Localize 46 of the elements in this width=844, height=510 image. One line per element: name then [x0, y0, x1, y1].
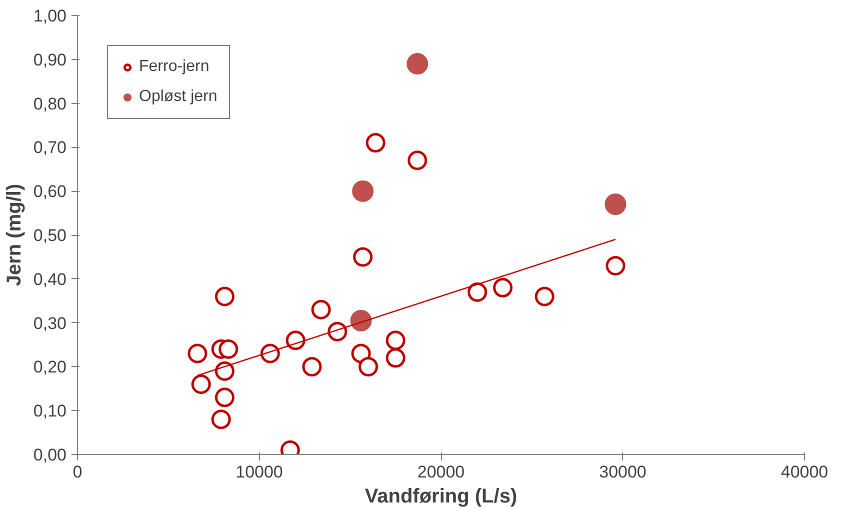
y-tick-label: 0,60	[33, 182, 67, 202]
point	[218, 339, 238, 359]
point	[604, 194, 626, 215]
point	[350, 310, 372, 332]
point	[406, 53, 428, 75]
point	[211, 410, 231, 430]
x-tick-label: 10000	[236, 462, 283, 482]
point	[352, 180, 374, 202]
point	[214, 361, 234, 381]
y-tick-label: 0,00	[33, 446, 67, 464]
point	[358, 356, 378, 376]
point	[302, 356, 322, 376]
point	[386, 348, 406, 368]
y-tick-label: 0,20	[33, 358, 67, 377]
x-tick-label: 30000	[599, 462, 646, 482]
y-tick-label: 0,30	[33, 314, 67, 333]
x-tick-label: 20000	[417, 462, 465, 482]
y-tick-label: 0,80	[33, 94, 67, 114]
point	[606, 256, 626, 276]
y-tick-label: 0,40	[33, 270, 67, 289]
point	[188, 344, 208, 364]
point	[328, 322, 348, 342]
point	[366, 133, 386, 153]
x-axis-title: Vandføring (L/s)	[364, 486, 518, 508]
y-axis-title: Jern (mg/l)	[3, 184, 26, 286]
y-tick-label: 0,10	[33, 402, 67, 421]
x-tick-label: 40000	[780, 462, 828, 482]
point	[534, 286, 554, 306]
y-tick-label: 0,50	[33, 226, 67, 245]
point	[386, 330, 406, 350]
point	[408, 150, 428, 170]
y-tick-label: 0,70	[33, 138, 67, 158]
x-tick-label: 0	[72, 462, 82, 482]
legend-label: Ferro-jern	[139, 58, 210, 76]
point	[493, 278, 513, 298]
point	[353, 247, 373, 267]
legend-label: Opløst jern	[139, 88, 218, 106]
point	[286, 330, 306, 350]
point	[214, 286, 234, 306]
point	[214, 388, 234, 408]
point	[191, 374, 211, 394]
point	[260, 344, 280, 364]
y-tick-label: 0,90	[33, 50, 67, 70]
y-tick-label: 1,00	[33, 6, 67, 26]
point	[468, 282, 488, 302]
point	[311, 300, 331, 320]
